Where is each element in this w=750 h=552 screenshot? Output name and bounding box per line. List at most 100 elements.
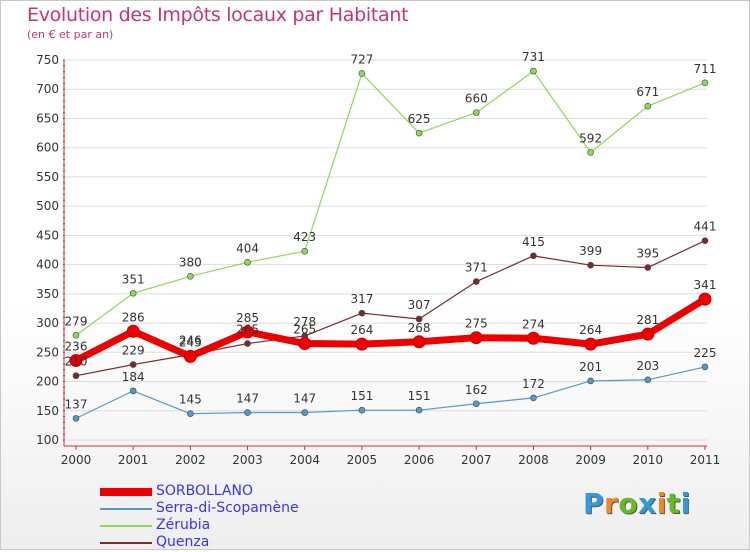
data-label: 265	[293, 323, 316, 337]
y-tick-label: 400	[36, 258, 59, 272]
data-label: 172	[522, 377, 545, 391]
data-label: 281	[636, 313, 659, 327]
y-tick-label: 350	[36, 287, 59, 301]
data-label: 351	[122, 272, 145, 286]
data-point	[301, 409, 309, 416]
proxiti-logo: Proxiti	[583, 487, 691, 520]
data-label: 727	[350, 52, 373, 66]
data-label: 285	[236, 311, 259, 325]
data-point	[415, 406, 423, 414]
x-tick-label: 2008	[518, 453, 549, 467]
data-label: 201	[579, 360, 602, 374]
x-tick-label: 2002	[175, 453, 206, 467]
y-tick-label: 450	[36, 228, 59, 242]
y-tick-label: 100	[36, 433, 59, 447]
y-tick-label: 200	[36, 375, 59, 389]
series-line-z-rubia	[75, 70, 706, 336]
data-point	[701, 237, 709, 244]
data-point	[129, 387, 137, 395]
x-tick-label: 2010	[633, 453, 664, 467]
legend-swatch	[100, 542, 152, 544]
data-label: 265	[236, 323, 259, 337]
legend-swatch	[100, 525, 152, 527]
data-label: 229	[122, 344, 145, 358]
data-label: 264	[579, 323, 602, 337]
data-point	[358, 70, 366, 77]
grid-lines	[66, 59, 707, 441]
y-tick-label: 250	[36, 345, 59, 359]
data-point	[584, 337, 598, 351]
data-label: 147	[236, 392, 259, 406]
chart-title: Evolution des Impôts locaux par Habitant	[27, 4, 409, 26]
data-label: 243	[179, 335, 202, 349]
data-label: 423	[293, 230, 316, 244]
data-label: 399	[579, 244, 602, 258]
y-tick-label: 300	[36, 316, 59, 330]
data-point	[301, 247, 309, 255]
series-line-sorbollano	[72, 295, 709, 364]
data-label: 286	[122, 310, 145, 324]
legend-label: Quenza	[156, 534, 210, 550]
data-label: 210	[65, 355, 88, 369]
data-label: 246	[179, 334, 202, 348]
data-label: 151	[408, 389, 431, 403]
data-label: 184	[122, 370, 145, 384]
logo-letter: P	[583, 487, 605, 520]
legend-label: Serra-di-Scopamène	[156, 500, 299, 516]
logo-letter: r	[604, 487, 619, 520]
data-point	[644, 264, 652, 271]
y-tick-label: 150	[36, 404, 59, 418]
data-point	[412, 335, 426, 349]
data-label: 625	[408, 112, 431, 126]
data-point	[69, 353, 83, 367]
logo-letter: i	[680, 487, 691, 520]
x-tick-label: 2004	[289, 453, 320, 467]
x-tick-label: 2001	[118, 453, 149, 467]
data-label: 147	[293, 392, 316, 406]
data-point	[472, 400, 480, 408]
legend-swatch	[100, 508, 152, 510]
data-point	[244, 258, 251, 266]
logo-letter: t	[666, 487, 681, 520]
y-tick-label: 700	[36, 82, 59, 96]
data-label: 225	[694, 346, 717, 360]
data-point	[587, 149, 594, 156]
data-label: 341	[694, 278, 717, 292]
data-label: 380	[179, 255, 202, 269]
data-point	[358, 309, 366, 317]
logo-letter: x	[638, 487, 657, 520]
data-point	[472, 278, 480, 285]
data-point	[244, 340, 251, 347]
data-point	[72, 332, 80, 339]
data-point	[129, 361, 137, 368]
data-point	[530, 67, 537, 75]
data-point	[469, 331, 483, 345]
x-tick-label: 2011	[690, 453, 721, 467]
y-tick-label: 600	[36, 141, 59, 155]
y-tick-label: 550	[36, 170, 59, 184]
data-label: 371	[465, 261, 488, 275]
data-point	[72, 372, 80, 379]
legend-swatch	[100, 488, 152, 496]
data-point	[298, 337, 312, 351]
series-line-serra-di-scopam-ne	[75, 366, 706, 419]
data-point	[244, 409, 251, 416]
data-point	[183, 349, 197, 363]
data-point	[530, 394, 537, 402]
series-layer	[69, 67, 712, 422]
data-label: 592	[579, 131, 602, 145]
data-label: 151	[350, 389, 373, 403]
axes: 100 150 200 250 300 350 400 450 500 550 600 650 700 7…	[36, 53, 720, 467]
data-label: 278	[293, 315, 316, 329]
legend-label: SORBOLLANO	[156, 483, 254, 499]
data-point	[701, 79, 709, 87]
x-tick-label: 2000	[61, 453, 92, 467]
data-label: 711	[694, 62, 717, 76]
data-label: 317	[350, 292, 373, 306]
data-point	[472, 109, 480, 116]
data-label: 264	[350, 323, 373, 337]
data-label: 268	[408, 321, 431, 335]
data-point	[526, 331, 540, 345]
